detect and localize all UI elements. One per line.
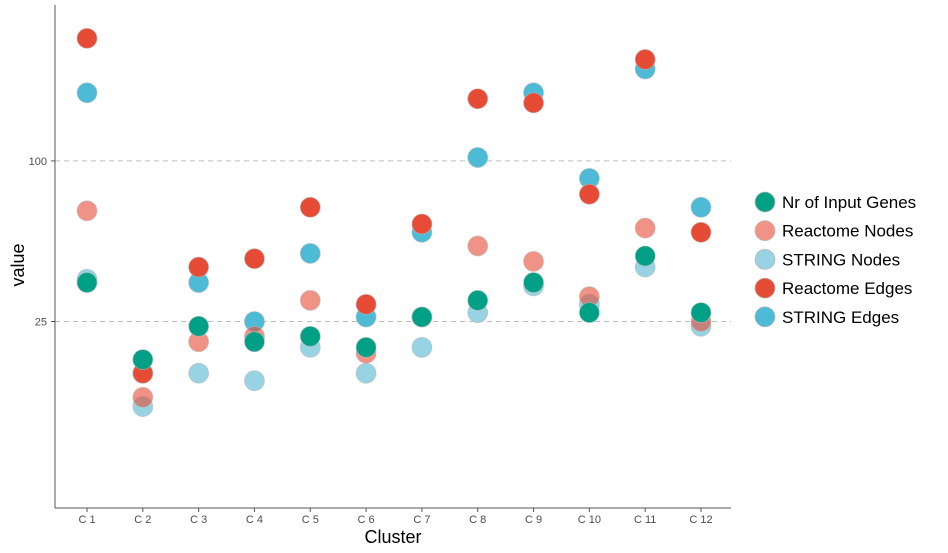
x-tick-label: C 10 — [578, 514, 601, 526]
legend-key — [754, 306, 776, 328]
legend-label: Reactome Edges — [782, 279, 912, 298]
data-point — [355, 362, 377, 384]
data-point — [578, 302, 600, 324]
data-point — [523, 251, 544, 272]
gridlines — [55, 160, 731, 323]
series-string-edges — [76, 58, 712, 384]
x-ticks: C 1 C 2 C 3 C 4 C 5 C 6 C 7 C 8 C 9 C 10 C 11 C 12 — [78, 508, 713, 526]
x-tick-label: C 8 — [469, 514, 486, 526]
data-point — [299, 243, 321, 264]
data-point — [690, 221, 712, 243]
data-point — [467, 147, 489, 168]
data-point — [634, 245, 656, 267]
legend-label: Nr of Input Genes — [782, 193, 916, 212]
legend-key — [754, 248, 776, 270]
data-point — [467, 235, 489, 257]
data-point — [355, 336, 377, 358]
data-point — [244, 331, 265, 353]
x-tick-label: C 3 — [190, 514, 207, 526]
legend: Nr of Input Genes Reactome Nodes STRING No… — [754, 191, 916, 328]
series-reactome-edges — [76, 27, 712, 384]
data-point — [467, 289, 489, 311]
data-point — [690, 196, 712, 218]
x-tick-label: C 2 — [134, 514, 151, 526]
data-point — [523, 272, 544, 293]
data-point — [244, 248, 265, 270]
legend-key — [754, 220, 776, 242]
data-point — [76, 200, 98, 222]
data-point — [132, 349, 154, 370]
x-tick-label: C 5 — [302, 514, 319, 526]
data-point — [411, 213, 433, 235]
data-point — [634, 49, 656, 70]
data-point — [76, 272, 98, 293]
data-point — [299, 289, 321, 311]
data-point — [76, 27, 98, 49]
x-tick-label: C 4 — [246, 514, 263, 526]
data-point — [132, 386, 154, 408]
data-points — [76, 27, 712, 417]
y-axis-title: value — [8, 243, 28, 286]
series-nr-of-input-genes — [76, 245, 712, 370]
data-point — [634, 217, 656, 239]
y-ticks: 25 100 — [29, 156, 55, 329]
legend-label: STRING Nodes — [782, 250, 900, 269]
data-point — [467, 88, 489, 110]
legend-label: STRING Edges — [782, 308, 899, 327]
data-point — [355, 293, 377, 315]
data-point — [411, 336, 433, 358]
y-tick-label: 25 — [35, 317, 47, 329]
x-axis-title: Cluster — [364, 527, 421, 547]
data-point — [299, 325, 321, 347]
legend-key — [754, 277, 776, 299]
data-point — [411, 306, 433, 328]
legend-key — [754, 191, 776, 213]
x-tick-label: C 12 — [689, 514, 712, 526]
x-tick-label: C 9 — [525, 514, 542, 526]
series-reactome-nodes — [76, 200, 712, 408]
data-point — [76, 82, 98, 104]
data-point — [188, 362, 210, 384]
data-point — [244, 370, 265, 392]
x-tick-label: C 1 — [78, 514, 95, 526]
y-tick-label: 100 — [29, 156, 47, 168]
data-point — [299, 196, 321, 218]
x-tick-label: C 6 — [358, 514, 375, 526]
data-point — [188, 256, 210, 278]
x-tick-label: C 11 — [634, 514, 656, 526]
data-point — [188, 315, 210, 337]
series-string-nodes — [76, 256, 712, 417]
legend-label: Reactome Nodes — [782, 222, 913, 241]
data-point — [523, 92, 544, 114]
data-point — [690, 302, 712, 324]
data-point — [578, 183, 600, 205]
x-tick-label: C 7 — [413, 514, 430, 526]
